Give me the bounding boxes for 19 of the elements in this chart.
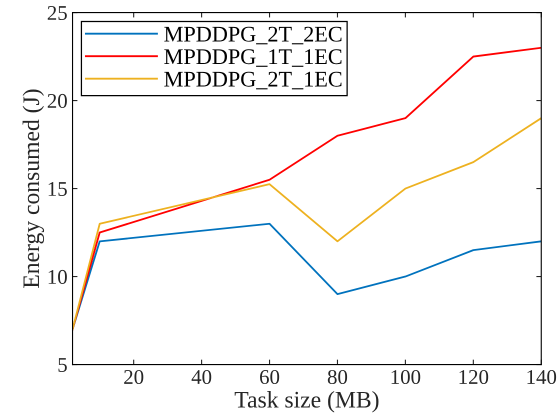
line-series (72, 117, 542, 330)
legend-label: MPDDPG_1T_1EC (164, 49, 342, 67)
y-axis-title: Energy consumed (J) (22, 89, 44, 288)
legend-label: MPDDPG_2T_1EC (164, 72, 342, 90)
x-tick-label: 140 (527, 370, 556, 384)
x-axis-title: Task size (MB) (234, 391, 378, 412)
x-tick-label: 120 (460, 370, 488, 384)
y-tick-label: 5 (58, 358, 67, 372)
legend-label: MPDDPG_2T_2EC (164, 26, 342, 44)
y-tick-label: 10 (48, 270, 67, 284)
y-tick-label: 20 (48, 94, 67, 108)
x-tick-label: 80 (328, 370, 348, 384)
y-tick-label: 25 (48, 6, 67, 20)
y-tick-label: 15 (48, 182, 67, 196)
x-tick-label: 40 (192, 370, 212, 384)
x-tick-label: 60 (260, 370, 280, 384)
x-tick-label: 100 (392, 370, 420, 384)
line-series (72, 46, 542, 330)
x-tick-label: 20 (124, 370, 144, 384)
